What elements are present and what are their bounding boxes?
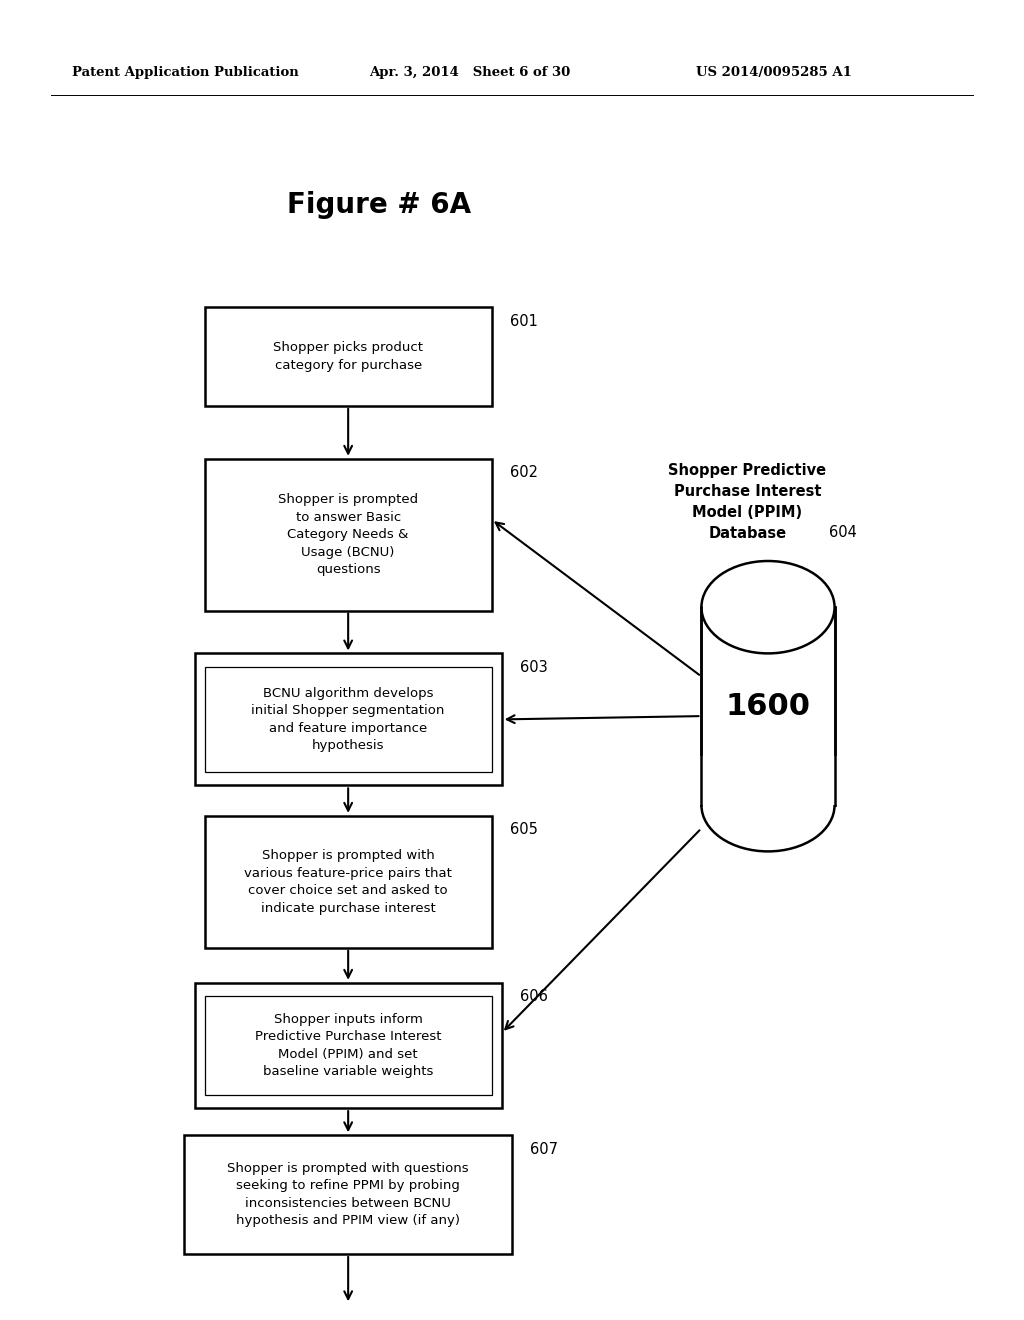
Text: 605: 605 xyxy=(510,822,538,837)
FancyBboxPatch shape xyxy=(701,607,835,805)
FancyBboxPatch shape xyxy=(205,816,492,948)
Text: Shopper is prompted
to answer Basic
Category Needs &
Usage (BCNU)
questions: Shopper is prompted to answer Basic Cate… xyxy=(279,494,418,576)
Text: US 2014/0095285 A1: US 2014/0095285 A1 xyxy=(696,66,852,79)
FancyBboxPatch shape xyxy=(195,982,502,1109)
FancyBboxPatch shape xyxy=(195,653,502,785)
FancyBboxPatch shape xyxy=(205,308,492,407)
Ellipse shape xyxy=(701,561,835,653)
FancyBboxPatch shape xyxy=(205,459,492,610)
Text: Shopper is prompted with questions
seeking to refine PPMI by probing
inconsisten: Shopper is prompted with questions seeki… xyxy=(227,1162,469,1228)
Text: 606: 606 xyxy=(520,990,548,1005)
Text: 602: 602 xyxy=(510,466,538,480)
Text: Shopper is prompted with
various feature-price pairs that
cover choice set and a: Shopper is prompted with various feature… xyxy=(244,849,453,915)
Text: 604: 604 xyxy=(829,525,857,540)
Text: 601: 601 xyxy=(510,314,538,329)
Text: Shopper Predictive
Purchase Interest
Model (PPIM)
Database: Shopper Predictive Purchase Interest Mod… xyxy=(669,463,826,541)
Text: Patent Application Publication: Patent Application Publication xyxy=(72,66,298,79)
Ellipse shape xyxy=(701,759,835,851)
Text: BCNU algorithm develops
initial Shopper segmentation
and feature importance
hypo: BCNU algorithm develops initial Shopper … xyxy=(252,686,444,752)
FancyBboxPatch shape xyxy=(699,756,837,805)
Text: Shopper picks product
category for purchase: Shopper picks product category for purch… xyxy=(273,341,423,372)
Text: 603: 603 xyxy=(520,660,548,675)
FancyBboxPatch shape xyxy=(184,1135,512,1254)
Text: Shopper inputs inform
Predictive Purchase Interest
Model (PPIM) and set
baseline: Shopper inputs inform Predictive Purchas… xyxy=(255,1012,441,1078)
Text: Apr. 3, 2014   Sheet 6 of 30: Apr. 3, 2014 Sheet 6 of 30 xyxy=(369,66,570,79)
Text: 607: 607 xyxy=(530,1142,558,1156)
Text: 1600: 1600 xyxy=(725,692,811,721)
Text: Figure # 6A: Figure # 6A xyxy=(287,190,471,219)
